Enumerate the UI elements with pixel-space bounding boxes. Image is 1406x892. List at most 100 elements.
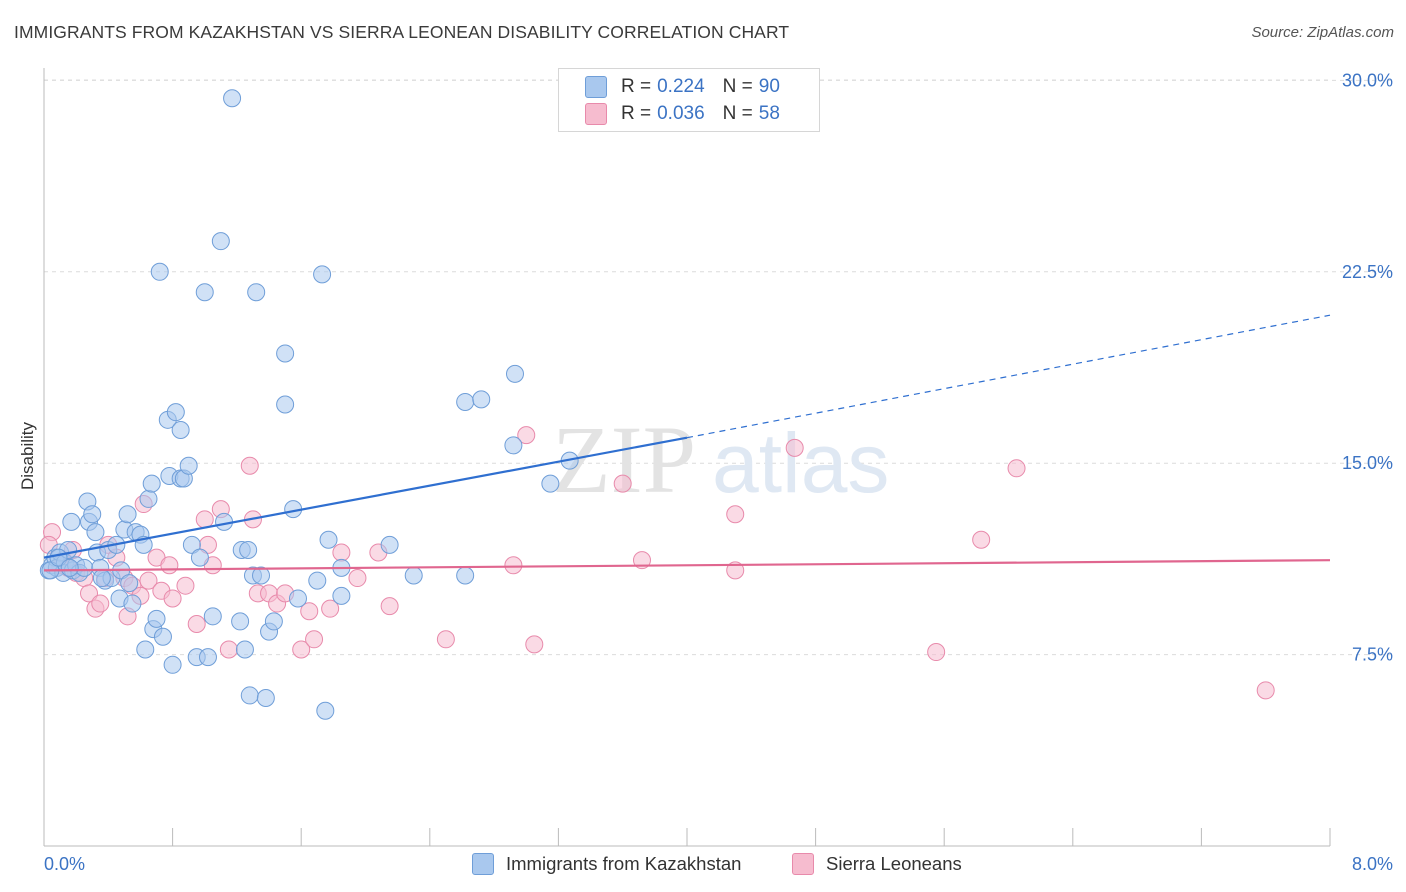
point-kazakhstan bbox=[182, 535, 201, 554]
point-sierra-leoneans bbox=[380, 597, 399, 616]
point-kazakhstan bbox=[264, 612, 283, 631]
point-kazakhstan bbox=[83, 505, 102, 524]
point-kazakhstan bbox=[92, 569, 111, 588]
tick-label-layer: 7.5% 15.0% 22.5% 30.0% 0.0% 8.0% bbox=[44, 70, 1393, 874]
x-tick-label: 0.0% bbox=[44, 854, 85, 874]
point-kazakhstan bbox=[203, 607, 222, 626]
y-tick-label: 30.0% bbox=[1342, 70, 1393, 90]
point-kazakhstan bbox=[505, 364, 524, 383]
point-kazakhstan bbox=[171, 421, 190, 440]
point-kazakhstan bbox=[118, 505, 137, 524]
point-sierra-leoneans bbox=[219, 640, 238, 659]
point-kazakhstan bbox=[223, 89, 242, 108]
point-kazakhstan bbox=[504, 436, 523, 455]
point-sierra-leoneans bbox=[163, 589, 182, 608]
point-kazakhstan bbox=[276, 395, 295, 414]
point-kazakhstan bbox=[332, 586, 351, 605]
point-kazakhstan bbox=[136, 640, 155, 659]
legend-swatch-sierra-leoneans bbox=[585, 103, 607, 125]
r-label: R = bbox=[621, 103, 652, 124]
point-kazakhstan bbox=[123, 594, 142, 613]
point-sierra-leoneans bbox=[504, 556, 523, 575]
point-kazakhstan bbox=[308, 571, 327, 590]
point-kazakhstan bbox=[316, 701, 335, 720]
point-sierra-leoneans bbox=[525, 635, 544, 654]
point-kazakhstan bbox=[147, 609, 166, 628]
point-kazakhstan bbox=[404, 566, 423, 585]
point-sierra-leoneans bbox=[240, 456, 259, 475]
point-sierra-leoneans bbox=[613, 474, 632, 493]
trendline-sierra-leoneans bbox=[43, 559, 1331, 572]
n-label: N = bbox=[722, 76, 753, 97]
point-sierra-leoneans bbox=[785, 438, 804, 457]
point-kazakhstan bbox=[456, 566, 475, 585]
point-kazakhstan bbox=[139, 489, 158, 508]
point-sierra-leoneans bbox=[195, 510, 214, 529]
point-sierra-leoneans bbox=[726, 561, 745, 580]
source-credit: Source: ZipAtlas.com bbox=[1251, 24, 1394, 41]
chart-title: IMMIGRANTS FROM KAZAKHSTAN VS SIERRA LEO… bbox=[14, 22, 790, 42]
point-sierra-leoneans bbox=[187, 614, 206, 633]
point-kazakhstan bbox=[86, 523, 105, 542]
point-sierra-leoneans bbox=[927, 643, 946, 662]
legend-swatch-kazakhstan bbox=[472, 853, 494, 875]
legend-swatch-sierra-leoneans bbox=[792, 853, 814, 875]
axis-layer bbox=[43, 68, 1331, 847]
point-kazakhstan bbox=[190, 548, 209, 567]
point-kazakhstan bbox=[163, 655, 182, 674]
legend-label-sierra-leoneans: Sierra Leoneans bbox=[826, 853, 962, 874]
point-kazakhstan bbox=[380, 535, 399, 554]
x-tick-label: 8.0% bbox=[1352, 854, 1393, 874]
r-value: 0.224 bbox=[657, 76, 705, 97]
point-sierra-leoneans bbox=[1256, 681, 1275, 700]
point-kazakhstan bbox=[256, 688, 275, 707]
y-tick-label: 7.5% bbox=[1352, 645, 1393, 665]
watermark-atlas: atlas bbox=[712, 416, 889, 510]
r-label: R = bbox=[621, 76, 652, 97]
n-value: 58 bbox=[758, 103, 780, 124]
legend-row-kazakhstan: R = 0.224 N = 90 bbox=[585, 75, 798, 99]
point-kazakhstan bbox=[252, 566, 271, 585]
y-tick-label: 22.5% bbox=[1342, 262, 1393, 282]
point-kazakhstan bbox=[276, 344, 295, 363]
point-kazakhstan bbox=[247, 283, 266, 302]
point-sierra-leoneans bbox=[517, 426, 536, 445]
point-kazakhstan bbox=[153, 627, 172, 646]
point-sierra-leoneans bbox=[332, 543, 351, 562]
point-kazakhstan bbox=[235, 640, 254, 659]
point-sierra-leoneans bbox=[348, 569, 367, 588]
point-kazakhstan bbox=[166, 403, 185, 422]
points-layer bbox=[39, 89, 1275, 720]
n-value: 90 bbox=[758, 76, 780, 97]
point-kazakhstan bbox=[456, 392, 475, 411]
point-sierra-leoneans bbox=[436, 630, 455, 649]
point-sierra-leoneans bbox=[139, 571, 158, 590]
point-sierra-leoneans bbox=[726, 505, 745, 524]
point-sierra-leoneans bbox=[292, 640, 311, 659]
y-tick-label: 15.0% bbox=[1342, 453, 1393, 473]
point-kazakhstan bbox=[120, 574, 139, 593]
series-legend: Immigrants from Kazakhstan Sierra Leonea… bbox=[0, 851, 1406, 879]
trend-layer bbox=[43, 314, 1331, 572]
legend-item-kazakhstan[interactable]: Immigrants from Kazakhstan bbox=[472, 853, 741, 875]
point-kazakhstan bbox=[198, 648, 217, 667]
point-kazakhstan bbox=[195, 283, 214, 302]
legend-label-kazakhstan: Immigrants from Kazakhstan bbox=[506, 853, 742, 874]
point-kazakhstan bbox=[62, 512, 81, 531]
point-kazakhstan bbox=[313, 265, 332, 284]
r-value: 0.036 bbox=[657, 103, 705, 124]
point-kazakhstan bbox=[541, 474, 560, 493]
point-sierra-leoneans bbox=[321, 599, 340, 618]
point-sierra-leoneans bbox=[80, 584, 99, 603]
point-kazakhstan bbox=[240, 686, 259, 705]
point-kazakhstan bbox=[60, 558, 79, 577]
point-sierra-leoneans bbox=[632, 551, 651, 570]
point-kazakhstan bbox=[319, 530, 338, 549]
point-sierra-leoneans bbox=[300, 602, 319, 621]
point-kazakhstan bbox=[142, 474, 161, 493]
point-kazakhstan bbox=[231, 612, 250, 631]
point-sierra-leoneans bbox=[1007, 459, 1026, 478]
point-sierra-leoneans bbox=[176, 576, 195, 595]
legend-item-sierra-leoneans[interactable]: Sierra Leoneans bbox=[792, 853, 962, 875]
